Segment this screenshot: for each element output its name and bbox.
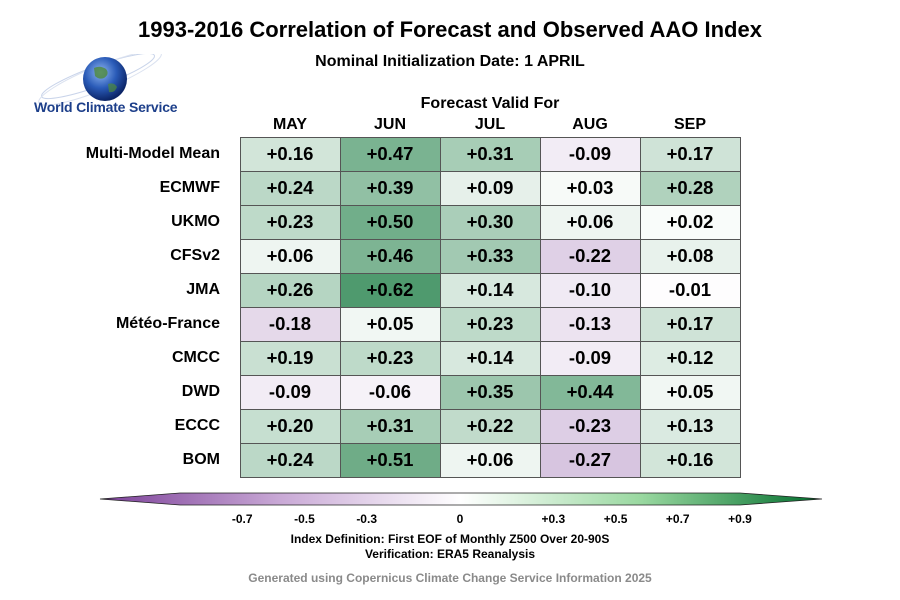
heatmap-cell: +0.44 (540, 375, 640, 409)
heatmap-cell: -0.10 (540, 273, 640, 307)
grid-line-horizontal (240, 273, 741, 274)
heatmap-cell: +0.33 (440, 239, 540, 273)
grid-line-horizontal (240, 443, 741, 444)
chart-subtitle: Nominal Initialization Date: 1 APRIL (315, 53, 585, 70)
grid-line-vertical (740, 137, 741, 478)
grid-line-horizontal (240, 137, 741, 138)
heatmap-cell: +0.62 (340, 273, 440, 307)
row-label: Météo-France (115, 315, 220, 332)
heatmap-cell: +0.47 (340, 137, 440, 171)
heatmap-cell: +0.20 (240, 409, 340, 443)
colorbar-tick-label: +0.5 (603, 512, 628, 526)
heatmap-cell: +0.14 (440, 341, 540, 375)
grid-line-horizontal (240, 171, 741, 172)
chart-title: 1993-2016 Correlation of Forecast and Ob… (138, 17, 762, 42)
heatmap-cell: +0.22 (440, 409, 540, 443)
heatmap-cell: +0.51 (340, 443, 440, 477)
heatmap-cell: +0.06 (440, 443, 540, 477)
heatmap-cell: +0.17 (640, 307, 740, 341)
heatmap-cell: -0.23 (540, 409, 640, 443)
grid-line-horizontal (240, 375, 741, 376)
heatmap-cell: +0.19 (240, 341, 340, 375)
heatmap-cell: +0.39 (340, 171, 440, 205)
column-header: AUG (572, 116, 608, 133)
heatmap-cell: -0.01 (640, 273, 740, 307)
heatmap-cell: +0.24 (240, 171, 340, 205)
heatmap-cell: +0.16 (240, 137, 340, 171)
credit-text: Generated using Copernicus Climate Chang… (248, 571, 652, 585)
heatmap-cell: -0.09 (240, 375, 340, 409)
grid-line-horizontal (240, 409, 741, 410)
grid-line-vertical (640, 137, 641, 478)
colorbar-tick-label: +0.3 (541, 512, 566, 526)
grid-line-horizontal (240, 307, 741, 308)
heatmap-cell: -0.09 (540, 341, 640, 375)
colorbar-tick-label: -0.3 (356, 512, 377, 526)
heatmap-cell: +0.06 (540, 205, 640, 239)
row-label: CFSv2 (170, 247, 220, 264)
heatmap-cell: -0.27 (540, 443, 640, 477)
heatmap-cell: +0.23 (340, 341, 440, 375)
row-label: Multi-Model Mean (85, 145, 220, 162)
heatmap-cell: +0.24 (240, 443, 340, 477)
heatmap-cell: +0.16 (640, 443, 740, 477)
row-label: ECCC (174, 417, 220, 434)
heatmap-cell: +0.05 (340, 307, 440, 341)
row-label: JMA (186, 281, 220, 298)
column-header: MAY (272, 116, 308, 133)
heatmap-cell: +0.13 (640, 409, 740, 443)
heatmap-cell: +0.28 (640, 171, 740, 205)
column-header: JUL (474, 116, 506, 133)
heatmap-cell: -0.18 (240, 307, 340, 341)
grid-line-vertical (540, 137, 541, 478)
colorbar-tick-label: 0 (456, 512, 464, 526)
heatmap-cell: -0.09 (540, 137, 640, 171)
globe-logo-icon (38, 54, 162, 106)
row-label: UKMO (171, 213, 220, 230)
heatmap-cell: +0.14 (440, 273, 540, 307)
column-header: JUN (373, 116, 406, 133)
heatmap-cell: -0.06 (340, 375, 440, 409)
grid-line-vertical (440, 137, 441, 478)
colorbar-bar (99, 492, 823, 506)
colorbar-tick-label: -0.5 (294, 512, 315, 526)
row-label: CMCC (172, 349, 220, 366)
heatmap-cell: +0.35 (440, 375, 540, 409)
heatmap-cell: +0.31 (340, 409, 440, 443)
colorbar-tick-label: +0.9 (728, 512, 752, 526)
row-label: BOM (182, 451, 220, 468)
colorbar-tick-label: +0.7 (665, 512, 690, 526)
heatmap-cell: +0.03 (540, 171, 640, 205)
heatmap-cell: -0.22 (540, 239, 640, 273)
grid-line-horizontal (240, 341, 741, 342)
heatmap-cell: +0.05 (640, 375, 740, 409)
heatmap-cell: +0.31 (440, 137, 540, 171)
heatmap-cell: +0.12 (640, 341, 740, 375)
logo-text: World Climate Service (34, 99, 178, 115)
forecast-valid-for-label: Forecast Valid For (420, 95, 560, 112)
heatmap-cell: +0.50 (340, 205, 440, 239)
heatmap-cell: -0.13 (540, 307, 640, 341)
row-label: ECMWF (159, 179, 220, 196)
grid-line-vertical (240, 137, 241, 478)
row-label: DWD (181, 383, 220, 400)
column-header: SEP (673, 116, 706, 133)
heatmap-cell: +0.02 (640, 205, 740, 239)
heatmap-cell: +0.23 (440, 307, 540, 341)
colorbar-tick-label: -0.7 (231, 512, 253, 526)
heatmap-cell: +0.09 (440, 171, 540, 205)
heatmap-cell: +0.30 (440, 205, 540, 239)
grid-line-horizontal (240, 239, 741, 240)
heatmap-cell: +0.26 (240, 273, 340, 307)
heatmap-cell: +0.17 (640, 137, 740, 171)
heatmap-cell: +0.23 (240, 205, 340, 239)
grid-line-horizontal (240, 205, 741, 206)
grid-line-horizontal (240, 477, 741, 478)
verification-text: Verification: ERA5 Reanalysis (364, 547, 536, 561)
grid-line-vertical (340, 137, 341, 478)
heatmap-cell: +0.46 (340, 239, 440, 273)
heatmap-cell: +0.08 (640, 239, 740, 273)
heatmap-cell: +0.06 (240, 239, 340, 273)
index-definition: Index Definition: First EOF of Monthly Z… (290, 532, 610, 546)
